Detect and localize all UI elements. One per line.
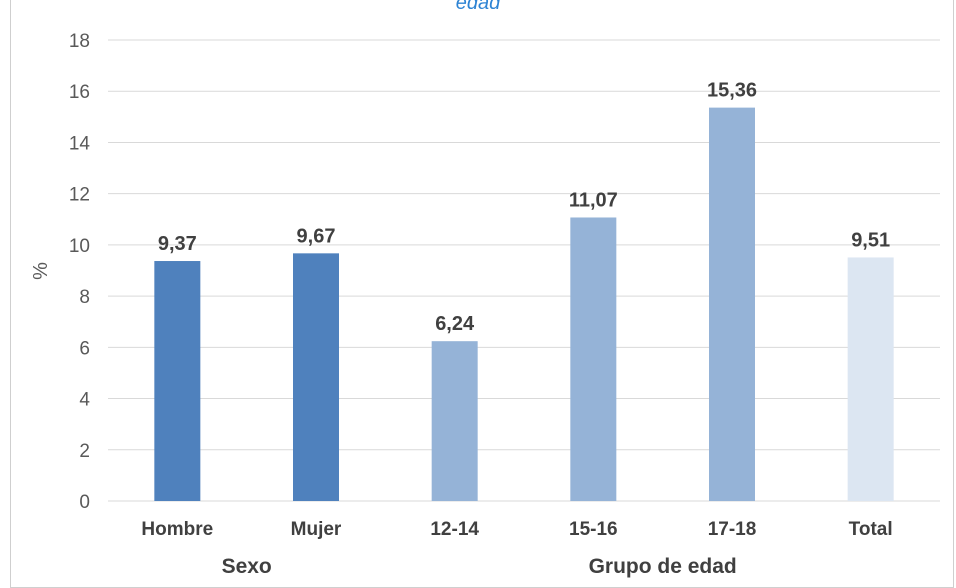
bar-total (847, 257, 894, 501)
x-tick-label: Hombre (141, 519, 213, 540)
y-tick-label: 6 (79, 338, 90, 359)
data-label: 9,67 (297, 225, 336, 247)
bar-17-18 (709, 107, 755, 501)
y-tick-label: 12 (69, 185, 90, 206)
data-label: 6,24 (435, 313, 475, 335)
x-tick-label: Mujer (291, 519, 342, 540)
x-tick-label: 15-16 (569, 519, 618, 540)
y-axis-ticks: 0 2 4 6 8 10 12 14 16 18 (69, 31, 91, 513)
y-tick-label: 4 (79, 390, 90, 411)
x-tick-label: Total (849, 519, 893, 540)
group-label: Sexo (222, 555, 272, 578)
y-tick-label: 2 (79, 441, 90, 462)
bars (154, 107, 894, 502)
y-tick-label: 16 (69, 82, 90, 103)
x-axis-ticks: Hombre Mujer 12-14 15-16 17-18 Total (141, 519, 892, 540)
data-labels: 9,37 9,67 6,24 11,07 15,36 9,51 (158, 80, 890, 336)
bar-15-16 (570, 217, 617, 502)
gridlines (108, 39, 940, 502)
group-label: Grupo de edad (589, 555, 737, 578)
bar-hombre (154, 261, 201, 501)
bar-mujer (293, 253, 339, 501)
y-tick-label: 18 (69, 31, 90, 52)
x-tick-label: 17-18 (708, 519, 757, 540)
y-tick-label: 10 (69, 236, 90, 257)
data-label: 9,37 (158, 233, 197, 255)
x-axis-group-labels: Sexo Grupo de edad (222, 555, 737, 578)
y-tick-label: 0 (79, 492, 90, 513)
data-label: 9,51 (851, 229, 890, 251)
bar-12-14 (431, 341, 478, 501)
x-tick-label: 12-14 (430, 519, 479, 540)
y-tick-label: 8 (79, 287, 90, 308)
y-axis-label: % (30, 262, 52, 280)
data-label: 15,36 (707, 80, 757, 102)
chart-title-fragment: edad (455, 0, 501, 14)
data-label: 11,07 (569, 189, 618, 211)
y-tick-label: 14 (69, 133, 91, 154)
